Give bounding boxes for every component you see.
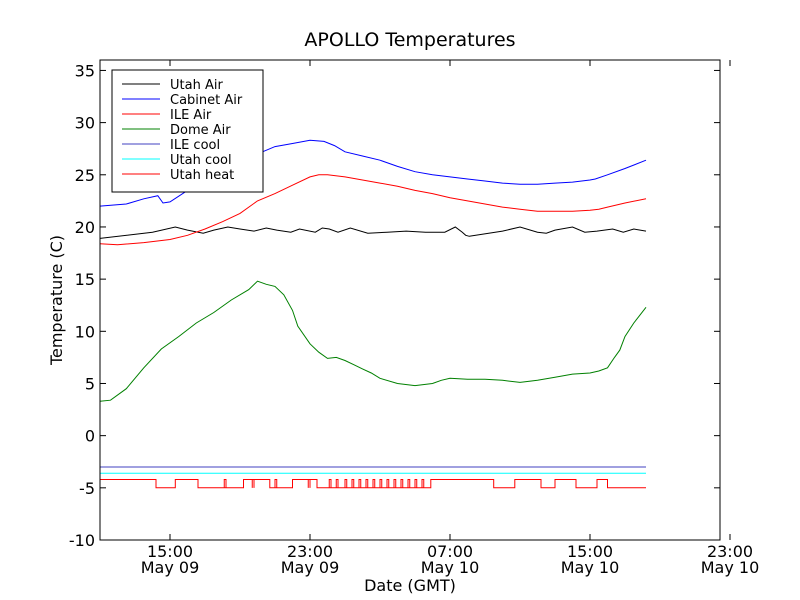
x-tick-time: 23:00	[707, 542, 753, 561]
x-tick-date: May 10	[421, 558, 480, 577]
series-utah-heat-pulse	[223, 478, 227, 488]
x-tick-time: 23:00	[287, 542, 333, 561]
x-tick-date: May 09	[281, 558, 340, 577]
series-utah-heat-line	[100, 479, 646, 489]
y-tick-label: 15	[75, 270, 95, 289]
x-tick-time: 15:00	[567, 542, 613, 561]
x-tick-date: May 09	[141, 558, 200, 577]
series-utah-heat-pulse	[335, 478, 339, 488]
series-utah-heat-pulse	[365, 478, 369, 488]
series-utah-heat-pulse	[372, 478, 376, 488]
legend-label-utah-air: Utah Air	[170, 78, 223, 93]
legend-label-ile-cool: ILE cool	[170, 138, 220, 153]
series-ile-air-line	[100, 174, 647, 246]
series-utah-heat-pulse	[386, 478, 390, 488]
series-utah-heat-pulse	[351, 478, 355, 488]
series-utah-heat-pulse	[274, 478, 278, 488]
series-utah-heat-pulse	[307, 478, 311, 488]
series-cabinet-air-line	[100, 139, 647, 207]
legend-label-utah-cool: Utah cool	[170, 153, 232, 168]
series-utah-heat-pulse	[328, 478, 332, 488]
y-tick-label: 10	[75, 322, 95, 341]
y-tick-label: 5	[85, 374, 95, 393]
series-utah-heat-pulse	[344, 478, 348, 488]
x-axis-label: Date (GMT)	[364, 576, 456, 595]
legend-label-cabinet-air: Cabinet Air	[170, 93, 243, 108]
series-utah-heat-pulse	[421, 478, 425, 488]
y-tick-label: 20	[75, 218, 95, 237]
series-utah-air-line	[100, 226, 647, 239]
y-tick-label: 25	[75, 166, 95, 185]
legend-label-ile-air: ILE Air	[170, 108, 212, 123]
x-tick-time: 07:00	[427, 542, 473, 561]
x-tick-date: May 10	[701, 558, 760, 577]
y-tick-label: 0	[85, 427, 95, 446]
plot-frame	[99, 59, 721, 541]
y-tick-label: -10	[69, 531, 95, 550]
series-utah-heat-pulse	[251, 478, 255, 488]
chart-title: APOLLO Temperatures	[304, 29, 515, 51]
legend-label-dome-air: Dome Air	[170, 123, 231, 138]
series-utah-heat-pulse	[379, 478, 383, 488]
y-tick-label: 30	[75, 114, 95, 133]
series-utah-heat-pulse	[400, 478, 404, 488]
x-tick-time: 15:00	[147, 542, 193, 561]
series-utah-heat-pulse	[414, 478, 418, 488]
y-tick-label: -5	[79, 479, 95, 498]
series-utah-heat-pulse	[407, 478, 411, 488]
x-tick-date: May 10	[561, 558, 620, 577]
y-tick-label: 35	[75, 61, 95, 80]
series-dome-air-line	[100, 280, 647, 402]
legend-frame	[111, 69, 264, 193]
series-lines	[100, 139, 647, 489]
y-axis-label: Temperature (C)	[47, 235, 66, 366]
series-utah-heat-pulse	[393, 478, 397, 488]
legend-label-utah-heat: Utah heat	[170, 168, 234, 183]
series-utah-heat-pulse	[358, 478, 362, 488]
